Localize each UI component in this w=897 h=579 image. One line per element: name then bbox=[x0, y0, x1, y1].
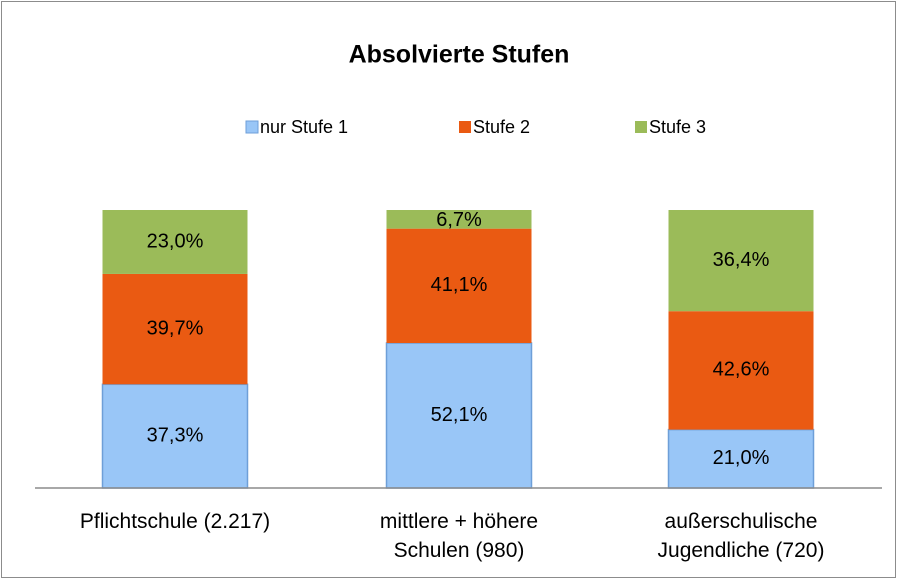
data-label: 39,7% bbox=[147, 317, 204, 339]
data-label: 41,1% bbox=[431, 274, 488, 296]
bar-segment bbox=[668, 210, 814, 312]
bar-segment bbox=[667, 428, 815, 489]
bar-segment bbox=[102, 273, 248, 385]
data-label: 21,0% bbox=[713, 447, 770, 469]
data-label: 6,7% bbox=[436, 209, 482, 231]
data-label: 37,3% bbox=[147, 424, 204, 446]
legend-label: Stufe 2 bbox=[473, 117, 530, 137]
bar-segment bbox=[101, 383, 249, 489]
bar-segment bbox=[385, 342, 533, 489]
legend-label: nur Stufe 1 bbox=[260, 117, 348, 137]
chart-title: Absolvierte Stufen bbox=[349, 41, 570, 69]
x-tick-label: Pflichtschule (2.217) bbox=[79, 510, 271, 533]
data-label: 52,1% bbox=[431, 404, 488, 426]
x-tick-label: mittlere + höhere Schulen (980) bbox=[379, 510, 539, 562]
data-label: 36,4% bbox=[713, 249, 770, 271]
legend-swatch bbox=[459, 121, 471, 133]
legend-swatch bbox=[245, 120, 259, 134]
x-tick-label: außerschulische Jugendliche (720) bbox=[657, 510, 825, 562]
legend-swatch bbox=[635, 121, 647, 133]
data-label: 23,0% bbox=[147, 230, 204, 252]
bar-segment bbox=[386, 228, 532, 344]
bar-segment bbox=[386, 210, 532, 229]
legend-label: Stufe 3 bbox=[649, 117, 706, 137]
bar-segment bbox=[668, 311, 814, 430]
bar-segment bbox=[102, 210, 248, 274]
data-label: 42,6% bbox=[713, 359, 770, 381]
